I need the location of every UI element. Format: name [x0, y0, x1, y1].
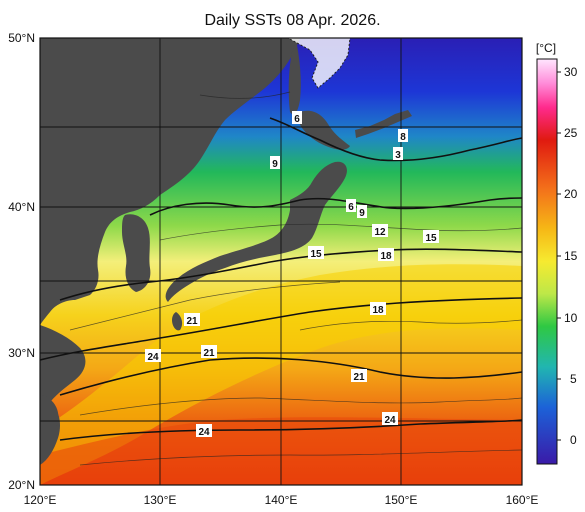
lon-tick-label: 160°E — [506, 493, 539, 507]
svg-text:24: 24 — [147, 352, 159, 363]
contour-label-group: 6 9 8 3 6 9 12 15 15 18 18 21 21 24 21 2… — [145, 111, 439, 438]
colorbar-tick-label: 30 — [564, 65, 578, 79]
colorbar-tick-label: 0 — [570, 433, 577, 447]
colorbar: [°C] 30 25 20 15 10 5 0 — [536, 41, 578, 465]
svg-text:21: 21 — [186, 316, 198, 327]
contour-label: 24 — [196, 424, 212, 438]
sea-ice — [287, 38, 351, 89]
contour-label: 18 — [378, 248, 394, 262]
lon-tick-label: 140°E — [265, 493, 298, 507]
contour-label: 24 — [145, 349, 161, 363]
contour-label: 12 — [372, 224, 388, 238]
lon-tick-label: 130°E — [144, 493, 177, 507]
colorbar-scale — [536, 58, 558, 465]
latitude-axis: 50°N 40°N 30°N 20°N — [8, 31, 35, 492]
svg-text:24: 24 — [384, 415, 396, 426]
svg-text:24: 24 — [198, 427, 210, 438]
graticule — [40, 38, 522, 485]
colorbar-tick-label: 25 — [564, 126, 578, 140]
contour-label: 9 — [270, 156, 280, 170]
lat-tick-label: 40°N — [8, 200, 35, 214]
svg-text:8: 8 — [400, 132, 406, 143]
svg-text:15: 15 — [425, 233, 437, 244]
svg-text:6: 6 — [294, 114, 300, 125]
colorbar-tick-label: 20 — [564, 187, 578, 201]
svg-text:6: 6 — [348, 202, 354, 213]
contour-label: 21 — [184, 313, 200, 327]
colorbar-tick-label: 15 — [564, 249, 578, 263]
contour-label: 21 — [201, 345, 217, 359]
svg-text:12: 12 — [374, 227, 386, 238]
contour-label: 3 — [393, 147, 403, 161]
svg-text:21: 21 — [353, 372, 365, 383]
lat-tick-label: 50°N — [8, 31, 35, 45]
minor-contours — [69, 91, 522, 466]
colorbar-tick-label: 10 — [564, 311, 578, 325]
contour-label: 9 — [357, 205, 367, 219]
land — [40, 38, 412, 465]
svg-text:9: 9 — [359, 208, 365, 219]
lon-tick-label: 120°E — [24, 493, 57, 507]
lat-tick-label: 30°N — [8, 346, 35, 360]
contour-label: 6 — [346, 199, 356, 213]
longitude-axis: 120°E 130°E 140°E 150°E 160°E — [24, 493, 539, 507]
svg-text:21: 21 — [203, 348, 215, 359]
kuroshio-warm-region — [40, 264, 522, 485]
svg-text:18: 18 — [372, 305, 384, 316]
contour-label: 24 — [382, 412, 398, 426]
map-title: Daily SSTs 08 Apr. 2026. — [204, 12, 381, 29]
map-frame — [39, 37, 523, 486]
svg-text:9: 9 — [272, 159, 278, 170]
lat-tick-label: 20°N — [8, 478, 35, 492]
contour-label: 6 — [292, 111, 302, 125]
contour-label: 18 — [370, 302, 386, 316]
svg-text:18: 18 — [380, 251, 392, 262]
contour-label: 15 — [423, 230, 439, 244]
contour-label: 15 — [308, 246, 324, 260]
svg-text:3: 3 — [395, 150, 401, 161]
svg-text:15: 15 — [310, 249, 322, 260]
map-panel: 6 9 8 3 6 9 12 15 15 18 18 21 21 24 21 2… — [40, 38, 522, 485]
contour-label: 21 — [351, 369, 367, 383]
colorbar-tick-label: 5 — [570, 372, 577, 386]
lon-tick-label: 150°E — [385, 493, 418, 507]
colorbar-unit: [°C] — [536, 41, 556, 55]
contour-label: 8 — [398, 129, 408, 143]
contour-lines — [40, 117, 522, 441]
